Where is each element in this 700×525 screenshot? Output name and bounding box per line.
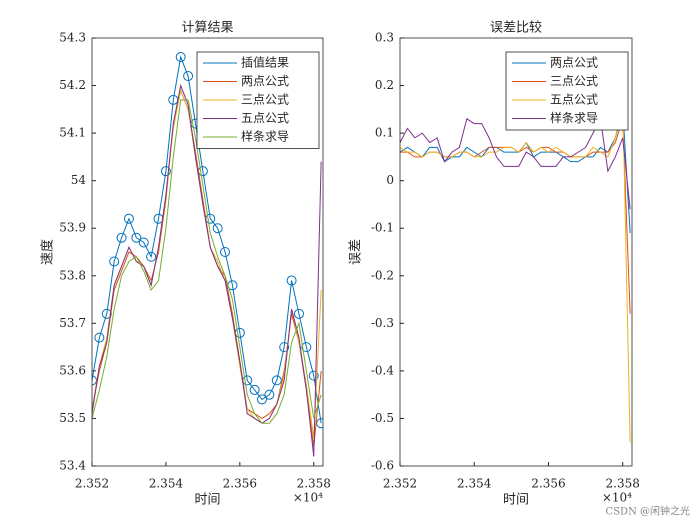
x-tick-label: 2.356 [223, 477, 257, 491]
marker [160, 166, 171, 177]
y-tick-label: 0.2 [375, 78, 394, 92]
x-tick-label: 2.354 [457, 477, 492, 491]
x-axis-label: 时间 [194, 493, 220, 508]
legend-label: 五点公式 [241, 111, 289, 125]
marker [175, 52, 186, 63]
chart-title: 计算结果 [181, 21, 233, 36]
y-tick-label: 54.3 [59, 31, 86, 45]
y-tick-label: 53.7 [59, 316, 86, 330]
marker [249, 384, 260, 395]
y-tick-label: 0 [386, 173, 394, 187]
marker [138, 237, 149, 248]
legend-label: 两点公式 [241, 74, 289, 88]
y-axis-label: 速度 [40, 239, 56, 265]
marker [220, 247, 231, 257]
x-exponent: ×10⁴ [602, 491, 632, 505]
x-axis-label: 时间 [503, 493, 529, 508]
chart-title: 误差比较 [490, 21, 542, 36]
legend-label: 两点公式 [550, 56, 598, 70]
legend-label: 三点公式 [550, 74, 598, 88]
marker [301, 342, 312, 353]
marker [271, 375, 282, 386]
marker [264, 389, 275, 400]
y-tick-label: 53.5 [59, 411, 86, 425]
marker [286, 275, 297, 286]
y-tick-label: 53.6 [59, 363, 86, 377]
series-group [92, 52, 323, 457]
marker [116, 232, 127, 243]
series-line [92, 99, 322, 424]
y-tick-label: -0.1 [371, 221, 394, 235]
x-exponent: ×10⁴ [293, 491, 323, 505]
marker [131, 232, 142, 243]
y-tick-label: -0.3 [371, 316, 394, 330]
marker [293, 308, 304, 319]
y-tick-label: 54 [71, 173, 87, 187]
marker [257, 394, 268, 405]
series-line [400, 109, 631, 234]
legend-label: 样条求导 [241, 129, 289, 144]
y-axis-label: 误差 [349, 239, 364, 265]
y-tick-label: -0.4 [371, 363, 395, 377]
series-line [92, 55, 322, 424]
legend-box [505, 51, 629, 131]
axes-frame [399, 37, 633, 467]
y-tick-label: 0.3 [375, 31, 394, 45]
legend-label: 三点公式 [241, 93, 289, 107]
x-tick-label: 2.358 [297, 477, 331, 491]
x-tick-label: 2.352 [75, 477, 109, 491]
watermark: CSDN @闲钟之光 [606, 505, 690, 518]
series-group [400, 99, 631, 443]
marker [279, 342, 290, 353]
legend-label: 插值结果 [241, 55, 289, 70]
y-tick-label: 53.4 [59, 459, 86, 473]
axes-frame [91, 37, 324, 467]
x-tick-label: 2.356 [531, 477, 565, 491]
y-tick-label: 0.1 [375, 126, 394, 140]
marker [316, 418, 323, 429]
y-tick-label: -0.2 [371, 268, 394, 282]
x-tick-label: 2.354 [149, 477, 184, 491]
y-tick-label: 54.2 [59, 78, 86, 92]
series-line [92, 83, 322, 457]
y-tick-label: 54.1 [59, 126, 86, 140]
legend-label: 五点公式 [550, 93, 598, 107]
series-line [400, 117, 631, 210]
marker [212, 223, 223, 234]
marker [94, 332, 105, 343]
marker [146, 251, 157, 262]
x-tick-label: 2.352 [383, 477, 417, 491]
marker [183, 71, 194, 82]
marker [308, 370, 319, 381]
marker [123, 213, 134, 224]
x-tick-label: 2.358 [606, 477, 640, 491]
y-tick-label: 53.9 [59, 221, 86, 235]
y-tick-label: -0.5 [371, 411, 394, 425]
y-tick-label: -0.6 [371, 459, 394, 473]
marker [109, 256, 120, 267]
y-tick-label: 53.8 [59, 268, 86, 282]
series-line [400, 99, 631, 443]
legend-label: 样条求导 [550, 110, 598, 125]
